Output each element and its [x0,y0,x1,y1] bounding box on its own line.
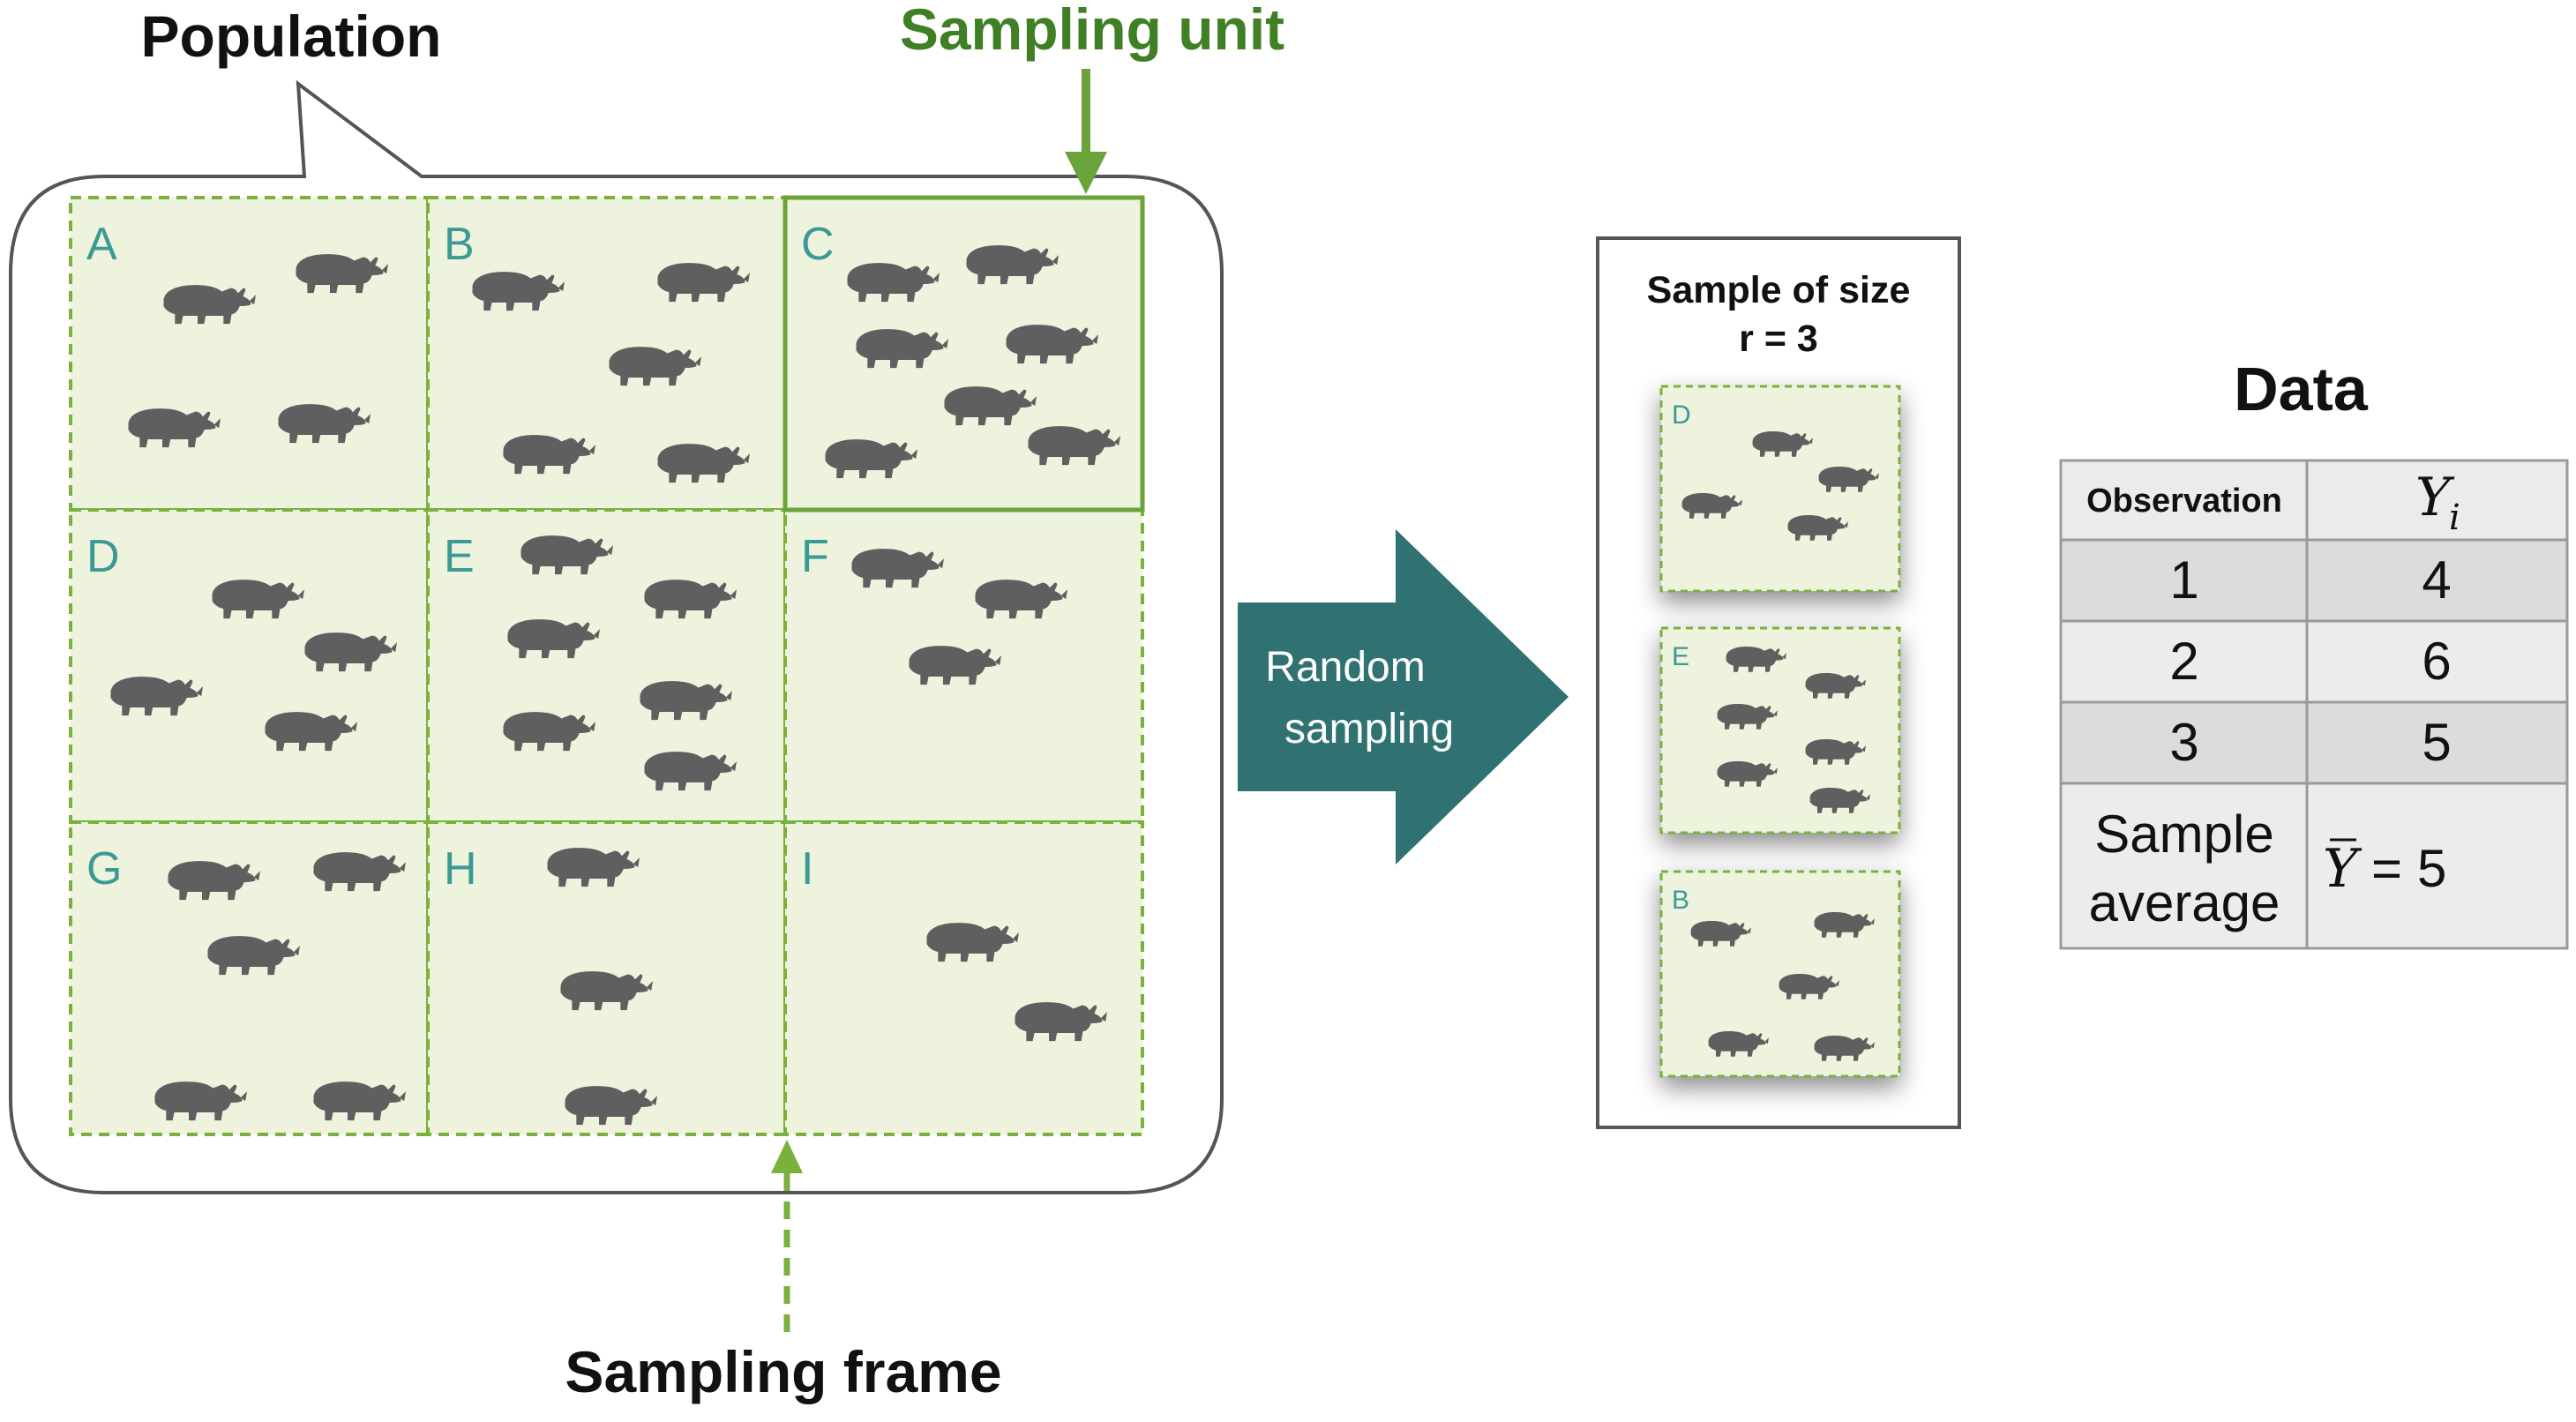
table-cell-y: 4 [2422,550,2451,610]
grid-cell-letter: B [444,219,475,270]
grid-cell-letter: F [801,531,829,582]
sample-units: D E B [1659,385,1901,1078]
grid-cell-c: C [783,196,1144,512]
sample-title-line2: r = 3 [1739,318,1818,360]
sampling-unit-label: Sampling unit [900,0,1284,62]
grid-cell-f: F [783,508,1144,824]
sample-unit-letter: E [1672,642,1689,671]
table-rows: 1 42 63 5 [2059,538,2569,785]
grid-cell-g: G [69,820,430,1136]
average-label-line2: average [2089,873,2280,932]
population-label: Population [141,4,442,69]
grid-cell-d: D [69,508,430,824]
random-sampling-label-line2: sampling [1284,706,1454,752]
sample-unit-letter: B [1672,886,1689,915]
sampling-frame-arrow [771,1140,803,1332]
table-header-observation: Observation [2086,483,2282,520]
data-table: Observation Y i 1 42 63 5 Sample average Y … [2059,459,2569,950]
table-cell-y: 5 [2422,713,2451,772]
grid-cell-b: B [426,196,787,512]
sampling-frame-label: Sampling frame [565,1339,1001,1404]
sample-unit-d: D [1659,385,1901,593]
table-cell-observation: 3 [2169,713,2198,772]
svg-text:Y: Y [2415,467,2455,528]
sample-unit-b: B [1659,870,1901,1078]
svg-text:i: i [2449,498,2460,538]
sampling-unit-arrow [1065,69,1107,194]
random-sampling-arrow: Random sampling [1238,529,1569,864]
svg-text:=: = [2371,839,2402,898]
svg-text:5: 5 [2417,839,2446,898]
grid-cell-letter: A [86,219,117,270]
table-cell-y: 6 [2422,632,2451,691]
random-sampling-label-line1: Random [1265,644,1425,691]
grid-cell-i: I [783,820,1144,1136]
grid-cell-letter: E [444,531,475,582]
grid-cell-letter: C [801,219,835,270]
table-header-y: Y i [2415,467,2460,538]
table-cell-observation: 2 [2169,632,2198,691]
grid-cell-letter: I [801,843,813,894]
table-cell-observation: 1 [2169,550,2198,610]
sample-title-line1: Sample of size [1647,269,1911,311]
data-title: Data [2234,355,2369,423]
average-value: Y = 5 [2323,838,2446,900]
population-grid: A B C D E F G H I [69,195,1145,1136]
grid-cell-h: H [426,820,787,1136]
sample-unit-letter: D [1672,400,1691,430]
svg-text:Y: Y [2323,838,2363,900]
grid-cell-letter: G [86,843,122,894]
grid-cell-e: E [426,508,787,824]
average-label-line1: Sample [2094,805,2273,864]
sample-unit-e: E [1659,626,1901,834]
sampling-unit-highlight [783,195,1145,513]
grid-cell-letter: H [444,843,477,894]
grid-cell-letter: D [86,531,120,582]
grid-cell-a: A [69,196,430,512]
population-bubble-outline [9,79,1224,1194]
